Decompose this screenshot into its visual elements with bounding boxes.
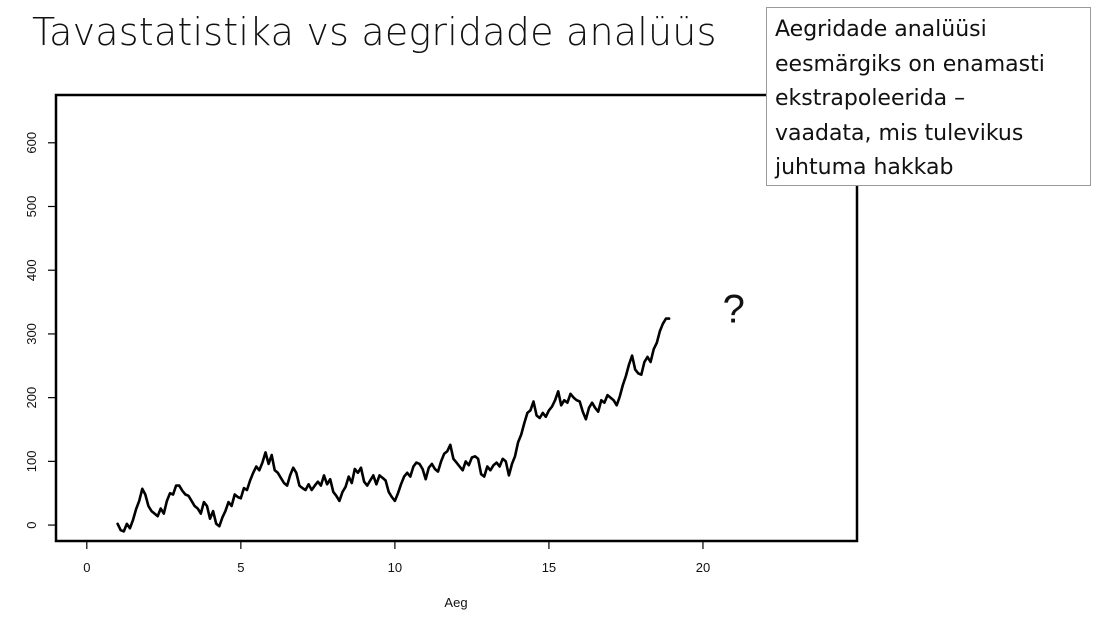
- x-tick-label: 5: [237, 560, 244, 575]
- x-axis: 0 5 10 15 20: [83, 540, 710, 575]
- y-tick-label: 300: [24, 323, 39, 345]
- question-mark-annotation: ?: [723, 287, 745, 331]
- callout-line: vaadata, mis tulevikus: [775, 120, 1024, 146]
- x-tick-label: 20: [696, 560, 710, 575]
- x-tick-label: 0: [83, 560, 90, 575]
- y-tick-label: 500: [24, 196, 39, 218]
- y-axis: 0 100 200 300 400 500 600: [24, 132, 57, 529]
- y-tick-label: 600: [24, 132, 39, 154]
- series-line: [116, 317, 671, 533]
- y-tick-label: 0: [24, 521, 39, 528]
- x-axis-label: Aeg: [444, 595, 467, 610]
- y-tick-label: 400: [24, 259, 39, 281]
- callout-line: ekstrapoleerida –: [775, 86, 966, 111]
- y-tick-label: 200: [24, 387, 39, 409]
- y-tick-label: 100: [24, 451, 39, 473]
- slide-title: Tavastatistika vs aegridade analüüs: [32, 10, 717, 54]
- x-tick-label: 15: [542, 560, 556, 575]
- callout-box: Aegridade analüüsi eesmärgiks on enamast…: [766, 7, 1091, 186]
- x-tick-label: 10: [388, 560, 402, 575]
- callout-line: eesmärgiks on enamasti: [775, 51, 1045, 77]
- callout-line: juhtuma hakkab: [775, 155, 954, 180]
- callout-line: Aegridade analüüsi: [775, 17, 987, 42]
